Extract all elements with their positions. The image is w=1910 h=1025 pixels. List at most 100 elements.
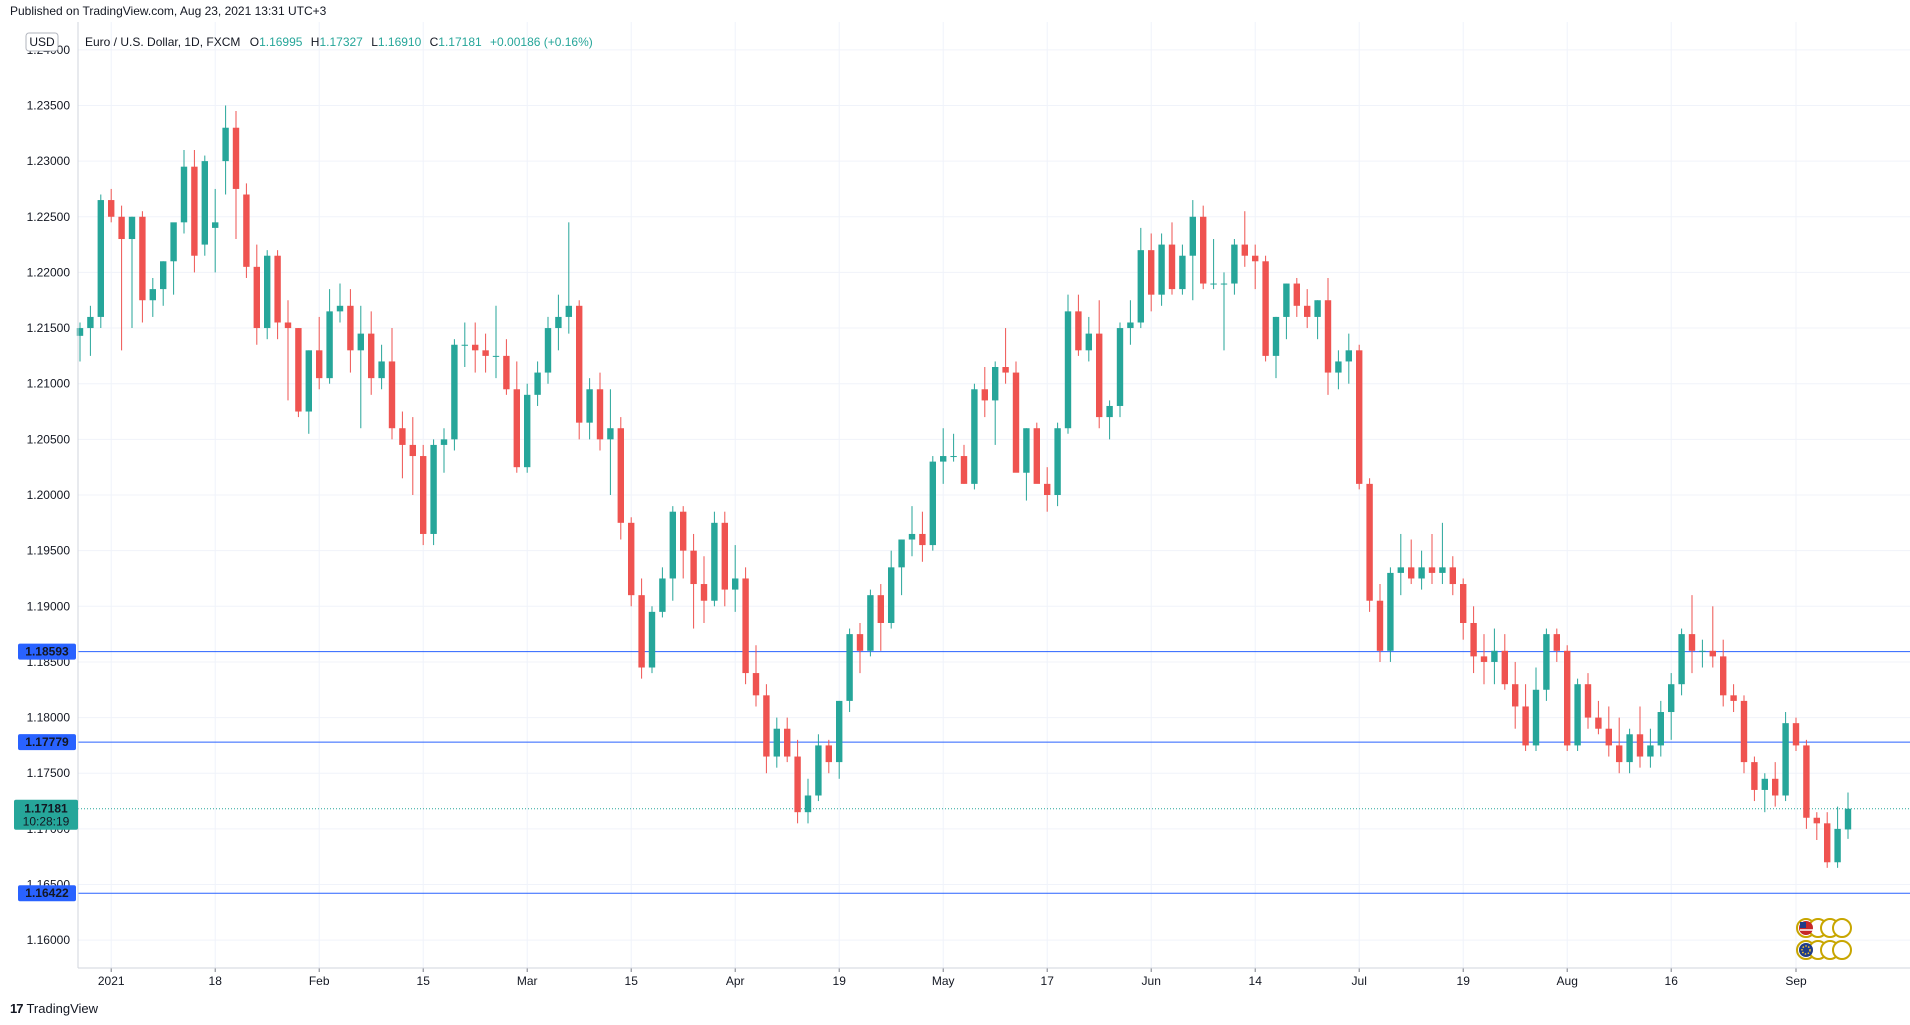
candle-up bbox=[1345, 333, 1352, 384]
grid bbox=[78, 22, 1910, 968]
candle-down bbox=[856, 622, 864, 674]
candle-body bbox=[544, 328, 552, 373]
candle-body bbox=[1272, 316, 1280, 356]
candle-body bbox=[794, 756, 801, 813]
candle-down bbox=[368, 311, 375, 395]
candle-up bbox=[97, 194, 104, 329]
candle-body bbox=[1480, 656, 1488, 662]
candle-body bbox=[472, 344, 479, 351]
candle-body bbox=[1824, 823, 1831, 863]
candle-up bbox=[1543, 628, 1550, 701]
candle-body bbox=[607, 428, 614, 440]
candle-up bbox=[180, 149, 188, 234]
us-flag-icon[interactable] bbox=[1796, 918, 1852, 938]
candle-down bbox=[877, 584, 884, 651]
candle-down bbox=[784, 717, 791, 763]
candle-body bbox=[1304, 305, 1311, 317]
candle-up bbox=[1387, 567, 1394, 662]
candle-body bbox=[1605, 728, 1612, 746]
candle-up bbox=[378, 344, 385, 390]
candle-up bbox=[76, 322, 84, 362]
candle-body bbox=[1564, 650, 1571, 746]
candle-body bbox=[326, 311, 333, 379]
candle-body bbox=[1813, 817, 1820, 824]
candle-body bbox=[680, 511, 687, 551]
legend-o-label: O bbox=[250, 35, 259, 49]
candle-down bbox=[1636, 706, 1644, 768]
candle-down bbox=[576, 300, 583, 440]
price-chart[interactable]: 1.160001.165001.170001.175001.180001.185… bbox=[0, 0, 1910, 1000]
candle-down bbox=[1522, 684, 1529, 751]
candle-down bbox=[232, 111, 240, 240]
x-tick-label: Mar bbox=[517, 974, 538, 988]
candle-body bbox=[503, 355, 510, 390]
candle-up bbox=[888, 550, 895, 629]
candle-body bbox=[1179, 255, 1186, 290]
candle-body bbox=[378, 361, 385, 379]
candle-body bbox=[243, 194, 250, 267]
candle-body bbox=[305, 350, 312, 412]
candle-up bbox=[357, 305, 364, 429]
candle-body bbox=[274, 255, 281, 323]
candle-body bbox=[1376, 600, 1384, 651]
candle-body bbox=[1574, 684, 1581, 746]
currency-badge[interactable]: USD bbox=[25, 32, 59, 52]
event-markers[interactable] bbox=[1796, 918, 1852, 960]
ohlc-legend: Euro / U.S. Dollar, 1D, FXCM O1.16995 H1… bbox=[85, 35, 593, 49]
candle-up bbox=[1844, 792, 1852, 839]
candle-body bbox=[1106, 405, 1113, 418]
candle-up bbox=[898, 539, 905, 596]
candle-down bbox=[1730, 684, 1737, 713]
candle-body bbox=[1096, 333, 1103, 418]
candle-body bbox=[232, 127, 240, 189]
x-tick-label: Feb bbox=[309, 974, 330, 988]
candle-body bbox=[1158, 244, 1165, 295]
candle-up bbox=[1210, 239, 1217, 290]
candle-down bbox=[284, 300, 292, 401]
candle-up bbox=[1678, 628, 1685, 696]
candle-body bbox=[97, 200, 104, 317]
candle-body bbox=[1293, 283, 1300, 306]
candle-body bbox=[732, 578, 739, 590]
candle-up bbox=[1137, 227, 1144, 329]
candle-down bbox=[118, 205, 125, 351]
candle-body bbox=[721, 522, 728, 590]
horizontal-line-label-text: 1.18593 bbox=[25, 645, 69, 659]
candle-up bbox=[908, 506, 916, 557]
candle-up bbox=[1314, 300, 1321, 340]
currency-label: USD bbox=[29, 35, 55, 49]
x-tick-label: 14 bbox=[1249, 974, 1263, 988]
candle-up bbox=[326, 289, 333, 384]
candle-body bbox=[1418, 567, 1425, 579]
candle-body bbox=[139, 216, 146, 301]
candle-body bbox=[815, 745, 822, 796]
candle-body bbox=[430, 444, 437, 534]
candle-body bbox=[1792, 723, 1800, 746]
candle-up bbox=[1491, 628, 1498, 685]
candle-body bbox=[420, 456, 427, 534]
candle-down bbox=[1241, 211, 1248, 267]
candle-body bbox=[877, 595, 884, 623]
candle-body bbox=[1220, 283, 1228, 285]
candle-body bbox=[264, 255, 271, 329]
candle-body bbox=[399, 428, 406, 445]
candle-body bbox=[1782, 723, 1789, 796]
legend-l-label: L bbox=[371, 35, 378, 49]
candle-body bbox=[1460, 584, 1467, 623]
candle-body bbox=[700, 584, 708, 601]
y-tick-label: 1.22000 bbox=[27, 265, 71, 279]
candle-down bbox=[763, 684, 770, 774]
legend-c-value: 1.17181 bbox=[438, 35, 482, 49]
eu-flag-icon[interactable] bbox=[1796, 940, 1852, 960]
candle-body bbox=[1532, 689, 1540, 746]
candle-body bbox=[1231, 244, 1238, 284]
candle-body bbox=[1740, 700, 1748, 763]
candle-down bbox=[503, 339, 510, 395]
legend-l-value: 1.16910 bbox=[378, 35, 422, 49]
candle-up bbox=[846, 628, 853, 713]
candle-up bbox=[648, 606, 656, 674]
candle-up bbox=[1106, 400, 1113, 440]
tradingview-footer[interactable]: 17 TradingView bbox=[10, 1001, 98, 1016]
candle-down bbox=[108, 188, 115, 223]
